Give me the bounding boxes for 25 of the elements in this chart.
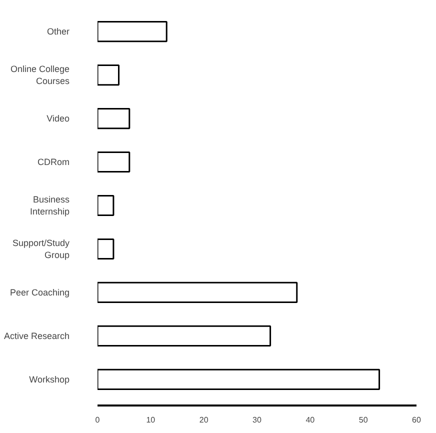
bar (98, 238, 114, 260)
x-tick-label: 50 (358, 416, 368, 424)
y-tick-label: Active Research (4, 330, 70, 341)
y-tick-label: Other (46, 26, 70, 37)
x-tick-label: 20 (199, 416, 209, 424)
y-tick-label: Workshop (29, 374, 70, 384)
bar (98, 151, 130, 173)
x-tick-label: 0 (95, 416, 100, 424)
y-tick-label: Peer Coaching (10, 287, 70, 298)
bar (98, 282, 298, 303)
y-tick-label: Video (46, 114, 70, 124)
x-tick-label: 10 (146, 416, 156, 424)
bar (98, 368, 380, 390)
y-tick-label: Support/Study Group (12, 238, 70, 260)
bar (98, 194, 114, 216)
x-tick-label: 30 (252, 416, 262, 424)
x-tick-label: 60 (412, 416, 422, 424)
bar (98, 108, 130, 130)
x-tick-label: 40 (306, 416, 316, 424)
y-tick-label: Business Internship (30, 194, 70, 216)
bar (98, 64, 120, 86)
bar (98, 325, 272, 346)
y-tick-label: CDRom (38, 157, 70, 168)
y-tick-label: Online College Courses (10, 64, 70, 86)
bar (98, 21, 168, 42)
